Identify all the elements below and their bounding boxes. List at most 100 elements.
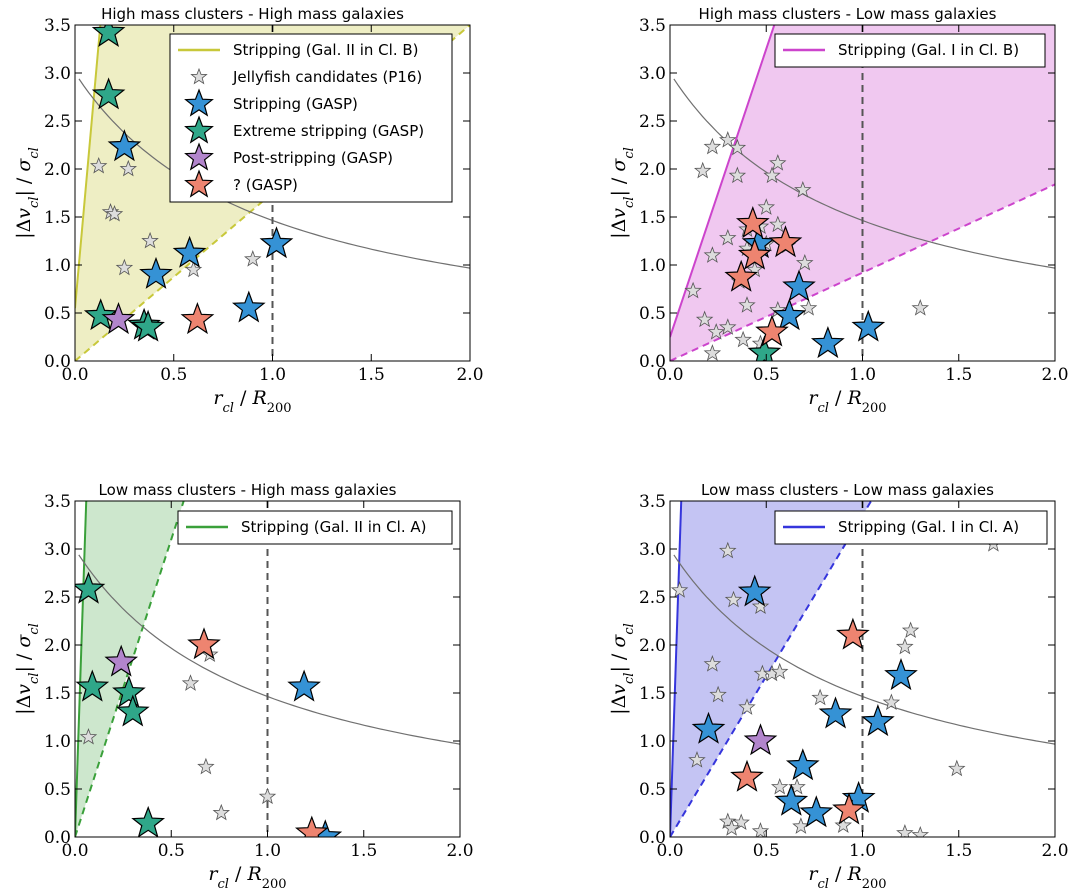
y-tick-label: 1.0	[639, 256, 666, 276]
legend: Stripping (Gal. I in Cl. B)	[774, 33, 1046, 68]
jellyfish-candidate-marker	[707, 323, 725, 340]
legend-label: Jellyfish candidates (P16)	[232, 68, 422, 86]
extreme-stripping-gasp-marker	[112, 675, 146, 708]
jellyfish-candidate-marker	[718, 131, 737, 148]
panel-3: 0.0 0.5 1.0 1.5 2.0 0.0 0.5 1.0 1.5 2.0 2.5 3.0 3.5 L…	[13, 481, 474, 892]
jellyfish-candidate-marker	[911, 825, 930, 837]
post-stripping-gasp-marker	[104, 644, 139, 677]
legend-box	[169, 33, 453, 203]
jellyfish-candidate-marker	[769, 154, 787, 171]
extreme-stripping-gasp-marker	[91, 77, 126, 110]
jellyfish-candidate-marker	[695, 310, 714, 328]
jellyfish-candidate-marker	[197, 757, 215, 775]
gasp-marker	[735, 205, 770, 239]
jellyfish-candidate-marker	[734, 330, 752, 348]
x-tick-label: 0.0	[656, 841, 683, 861]
y-tick-label: 1.5	[639, 208, 666, 228]
stripping-gasp-marker	[818, 696, 853, 729]
stripping-gasp-marker	[782, 269, 816, 302]
escape-curve	[673, 554, 1055, 745]
extreme-stripping-gasp-marker	[131, 805, 166, 837]
stripping-gasp-marker	[172, 235, 207, 268]
jellyfish-candidate-marker	[688, 751, 706, 768]
y-tick-label: 2.0	[44, 160, 71, 180]
panel-title: High mass clusters - Low mass galaxies	[699, 5, 997, 23]
y-axis-label: |Δvcl| / σcl	[13, 623, 42, 715]
legend-label: Stripping (Gal. I in Cl. B)	[838, 41, 1019, 59]
stripping-gasp-marker	[139, 256, 173, 289]
y-tick-label: 2.5	[639, 588, 666, 608]
y-tick-label: 0.0	[44, 828, 71, 848]
jellyfish-candidate-marker	[722, 819, 741, 836]
y-axis-label: |Δvcl| / σcl	[13, 147, 42, 239]
legend-label: Stripping (Gal. II in Cl. A)	[241, 518, 426, 536]
jellyfish-candidate-marker	[258, 787, 277, 805]
jellyfish-candidate-marker	[709, 685, 727, 703]
x-tick-label: 2.0	[446, 841, 473, 861]
gasp-marker	[768, 225, 803, 258]
post-stripping-gasp-marker	[743, 723, 778, 756]
jellyfish-candidate-marker	[757, 198, 776, 215]
jellyfish-candidate-marker	[771, 777, 789, 795]
legend-label: Extreme stripping (GASP)	[233, 122, 424, 140]
extreme-stripping-gasp-marker	[131, 309, 165, 342]
legend-label: Stripping (GASP)	[233, 95, 358, 113]
stripping-gasp-marker	[772, 298, 807, 331]
stripping-gasp-marker	[774, 783, 809, 816]
y-tick-label: 3.5	[44, 492, 71, 512]
jellyfish-candidate-marker	[79, 728, 98, 745]
plot-area	[670, 25, 1055, 361]
y-tick-label: 1.0	[44, 256, 71, 276]
stripping-gasp-marker	[810, 325, 845, 359]
jellyfish-candidate-marker	[115, 258, 134, 276]
y-tick-label: 0.5	[44, 304, 71, 324]
jellyfish-candidate-marker	[911, 299, 930, 316]
y-tick-label: 2.0	[639, 160, 666, 180]
stripping-gasp-marker	[884, 657, 918, 691]
legend-star-swatch	[184, 169, 214, 198]
y-tick-label: 0.5	[639, 304, 666, 324]
x-tick-label: 1.5	[945, 365, 972, 385]
panel-title: Low mass clusters - High mass galaxies	[99, 481, 397, 499]
extreme-stripping-gasp-marker	[75, 571, 106, 604]
jellyfish-candidate-marker	[751, 822, 770, 837]
legend-star-swatch	[184, 115, 214, 144]
y-tick-label: 1.5	[44, 684, 71, 704]
y-tick-label: 0.5	[44, 780, 71, 800]
jellyfish-candidate-marker	[834, 816, 853, 833]
x-axis-label: rcl / R200	[808, 863, 886, 892]
jellyfish-candidate-marker	[703, 246, 722, 263]
jellyfish-candidate-marker	[948, 759, 966, 777]
plot-area	[670, 501, 1055, 837]
x-tick-label: 2.0	[1041, 841, 1068, 861]
panel-4: 0.0 0.5 1.0 1.5 2.0 0.0 0.5 1.0 1.5 2.0 2.5 3.0 3.5 L…	[608, 481, 1069, 892]
y-tick-label: 1.5	[639, 684, 666, 704]
jellyfish-candidate-marker	[763, 166, 781, 184]
jellyfish-candidate-marker	[119, 159, 137, 177]
y-tick-label: 0.0	[639, 828, 666, 848]
y-tick-label: 1.0	[639, 732, 666, 752]
jellyfish-candidate-marker	[795, 253, 814, 271]
y-tick-label: 2.5	[44, 112, 71, 132]
extreme-stripping-gasp-marker	[83, 298, 118, 331]
stripping-gasp-marker	[107, 129, 142, 162]
stripping-gasp-marker	[231, 290, 266, 323]
jellyfish-candidate-marker	[718, 318, 737, 335]
extreme-stripping-gasp-marker	[747, 335, 782, 361]
stripping-gasp-marker	[737, 574, 772, 607]
y-tick-label: 1.5	[44, 208, 71, 228]
escape-curve	[78, 554, 460, 745]
gasp-marker	[294, 815, 329, 837]
jellyfish-candidate-marker	[901, 621, 920, 639]
gasp-marker	[737, 237, 772, 270]
gasp-marker	[730, 759, 764, 792]
jellyfish-candidate-marker	[703, 137, 722, 155]
jellyfish-candidate-marker	[794, 180, 812, 198]
escape-curve	[78, 78, 470, 269]
jellyfish-candidate-marker	[882, 693, 901, 711]
post-stripping-gasp-marker	[101, 301, 136, 335]
jellyfish-candidate-marker	[703, 344, 722, 361]
y-tick-label: 2.5	[44, 588, 71, 608]
jellyfish-candidate-marker	[769, 215, 787, 233]
panel-title: Low mass clusters - Low mass galaxies	[701, 481, 994, 499]
